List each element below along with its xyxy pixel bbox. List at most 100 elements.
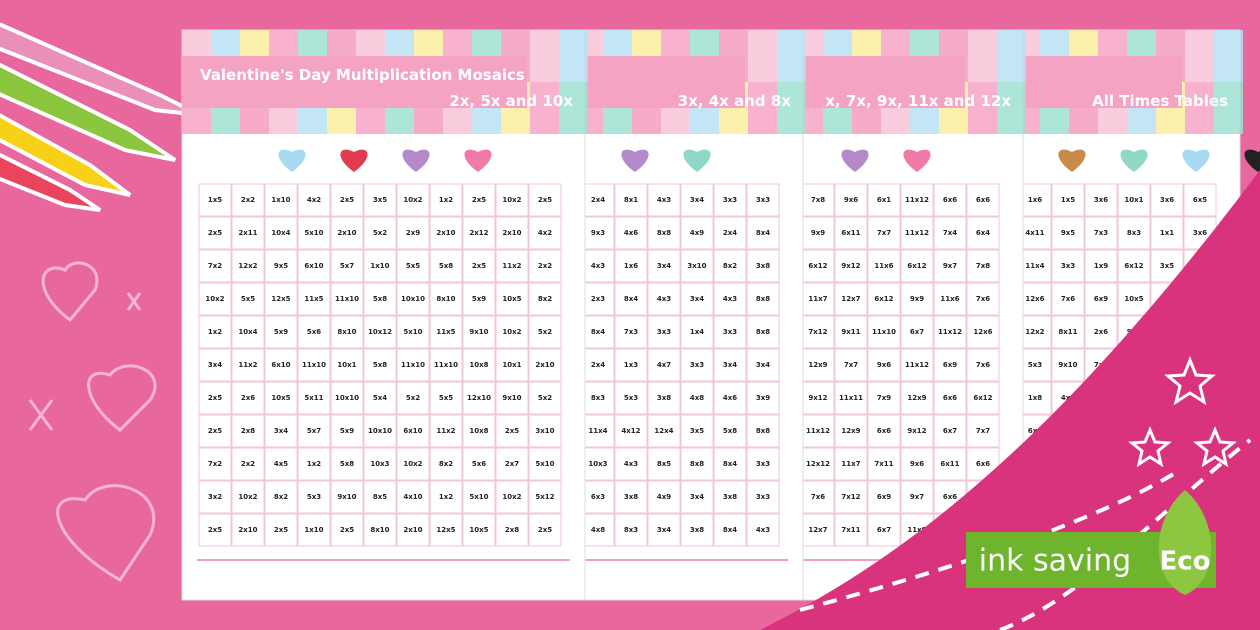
cell-label: 3x5 xyxy=(373,196,387,204)
grid-cell xyxy=(834,480,868,514)
grid-cell xyxy=(933,315,967,349)
cell-label: 12x9 xyxy=(841,427,860,435)
header-tile xyxy=(559,82,588,134)
grid-cell xyxy=(297,480,331,514)
grid-cell xyxy=(264,513,298,547)
title-banner xyxy=(182,56,527,108)
grid-cell xyxy=(297,414,331,448)
cell-label: 12x6 xyxy=(973,328,992,336)
cell-label: 6x12 xyxy=(808,262,827,270)
grid-cell xyxy=(528,447,562,481)
cell-label: 2x4 xyxy=(591,361,605,369)
cell-label: 8x10 xyxy=(370,526,389,534)
cell-label: 5x3 xyxy=(1028,361,1042,369)
grid-cell xyxy=(528,216,562,250)
grid-cell xyxy=(680,216,714,250)
cell-label: 11x6 xyxy=(940,295,959,303)
grid-cell xyxy=(396,216,430,250)
grid-cell xyxy=(713,381,747,415)
cell-label: 7x2 xyxy=(208,460,222,468)
grid-cell xyxy=(966,249,1000,283)
cell-label: 10x2 xyxy=(403,460,422,468)
grid-cell xyxy=(198,315,232,349)
grid-cell xyxy=(429,348,463,382)
cell-label: 10x4 xyxy=(238,328,257,336)
header-tile xyxy=(777,82,806,134)
grid-cell xyxy=(264,315,298,349)
cell-label: 4x9 xyxy=(657,493,671,501)
cell-label: 6x12 xyxy=(907,262,926,270)
cell-label: 7x3 xyxy=(624,328,638,336)
grid-cell xyxy=(264,249,298,283)
grid-cell xyxy=(801,315,835,349)
grid-cell xyxy=(495,183,529,217)
cell-label: 6x6 xyxy=(943,394,957,402)
grid-cell xyxy=(495,315,529,349)
grid-cell xyxy=(1051,249,1085,283)
header-tile xyxy=(530,82,559,134)
grid-cell xyxy=(198,348,232,382)
grid-cell xyxy=(396,414,430,448)
grid-cell xyxy=(264,480,298,514)
cell-label: 2x5 xyxy=(538,196,552,204)
cell-label: 8x2 xyxy=(723,262,737,270)
grid-cell xyxy=(933,249,967,283)
cell-label: 4x8 xyxy=(591,526,605,534)
cell-label: 10x8 xyxy=(469,361,488,369)
grid-cell xyxy=(462,282,496,316)
grid-cell xyxy=(614,315,648,349)
header-tile xyxy=(968,82,997,134)
grid-cell xyxy=(647,249,681,283)
cell-label: 10x10 xyxy=(401,295,425,303)
cell-label: 3x6 xyxy=(1160,196,1174,204)
grid-cell xyxy=(867,216,901,250)
grid-cell xyxy=(330,348,364,382)
cell-label: 8x8 xyxy=(756,295,770,303)
cell-label: 10x10 xyxy=(335,394,359,402)
grid-cell xyxy=(581,348,615,382)
grid-cell xyxy=(297,381,331,415)
cell-label: 4x3 xyxy=(723,295,737,303)
grid-cell xyxy=(495,216,529,250)
grid-cell xyxy=(429,315,463,349)
sheet-subtitle: x, 7x, 9x, 11x and 12x xyxy=(825,92,1011,110)
cell-label: 12x10 xyxy=(467,394,491,402)
cell-label: 5x5 xyxy=(439,394,453,402)
cell-label: 2x5 xyxy=(274,526,288,534)
cell-label: 2x10 xyxy=(403,526,422,534)
grid-cell xyxy=(900,480,934,514)
cell-label: 9x6 xyxy=(844,196,858,204)
cell-label: 4x11 xyxy=(1025,229,1044,237)
cell-label: 4x8 xyxy=(1061,394,1075,402)
cell-label: 8x8 xyxy=(756,328,770,336)
grid-cell xyxy=(680,480,714,514)
cell-label: 7x9 xyxy=(877,394,891,402)
cell-label: 3x3 xyxy=(657,328,671,336)
cell-label: 4x10 xyxy=(403,493,422,501)
grid-cell xyxy=(933,414,967,448)
cell-label: 3x4 xyxy=(657,526,671,534)
cell-label: 1x2 xyxy=(307,460,321,468)
cell-label: 5x5 xyxy=(241,295,255,303)
grid-cell xyxy=(330,282,364,316)
grid-cell xyxy=(429,183,463,217)
cell-label: 5x5 xyxy=(406,262,420,270)
grid-cell xyxy=(1018,216,1052,250)
cell-label: 8x4 xyxy=(756,229,770,237)
grid-cell xyxy=(231,183,265,217)
grid-cell xyxy=(966,216,1000,250)
cell-label: 3x8 xyxy=(690,526,704,534)
grid-cell xyxy=(1051,282,1085,316)
grid-cell xyxy=(614,216,648,250)
cell-label: 4x3 xyxy=(624,460,638,468)
heart-icon xyxy=(683,149,711,172)
cell-label: 3x4 xyxy=(690,493,704,501)
cell-label: 7x11 xyxy=(841,526,860,534)
grid-cell xyxy=(1018,282,1052,316)
grid-cell xyxy=(1051,315,1085,349)
grid-cell xyxy=(746,183,780,217)
grid-cell xyxy=(801,414,835,448)
grid-cell xyxy=(713,414,747,448)
cell-label: 3x9 xyxy=(756,394,770,402)
